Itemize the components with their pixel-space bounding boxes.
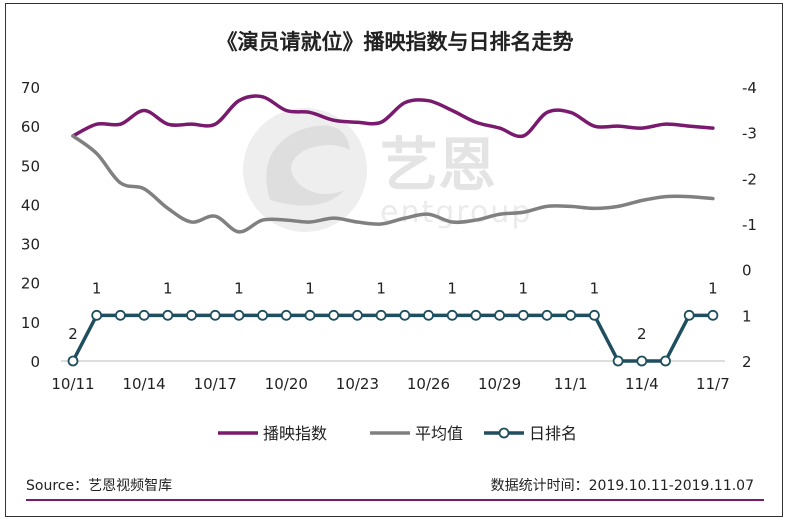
x-tick-label: 10/29: [478, 375, 521, 393]
rank-data-label: 1: [708, 279, 718, 297]
average-line: [71, 134, 715, 234]
rank-data-label: 2: [68, 325, 78, 343]
chart-border: [5, 3, 783, 517]
watermark-swirl: [266, 125, 350, 206]
daily-rank-marker: [565, 309, 577, 321]
daily-rank-marker: [517, 309, 529, 321]
rank-data-label: 1: [590, 279, 600, 297]
daily-rank-marker: [186, 309, 197, 321]
rank-data-label: 1: [305, 279, 315, 297]
daily-rank-marker: [304, 309, 316, 321]
daily-rank-marker: [470, 309, 482, 321]
chart-title: 《演员请就位》播映指数与日排名走势: [216, 30, 574, 54]
x-axis: 10/11 10/14 10/17 10/20 10/23 10/26 10/29 11/1 1…: [51, 360, 730, 393]
x-tick-label: 10/23: [336, 375, 379, 393]
right-tick-label: 2: [742, 353, 752, 371]
daily-rank-marker: [399, 309, 411, 321]
watermark-circle: [243, 108, 367, 232]
x-tick-label: 11/7: [696, 375, 730, 393]
left-tick-label: 10: [21, 314, 40, 332]
legend: 播映指数 平均值 日排名: [218, 424, 577, 443]
legend-label-broadcast-index: 播映指数: [263, 424, 327, 443]
footer-rule: [26, 499, 764, 501]
daily-rank-marker: [375, 309, 387, 321]
footer-period: 数据统计时间：2019.10.11-2019.11.07: [490, 478, 754, 494]
left-tick-label: 30: [21, 236, 40, 254]
daily-rank-marker: [209, 309, 221, 321]
daily-rank-marker: [660, 355, 671, 367]
daily-rank-marker: [162, 309, 174, 321]
rank-labels: 2 1 1 1 1 1 1 1 1 2 1: [68, 279, 717, 343]
daily-rank-marker: [589, 309, 600, 321]
daily-rank-marker: [67, 355, 79, 367]
left-tick-label: 50: [21, 157, 40, 175]
x-tick-label: 10/11: [51, 375, 94, 393]
left-tick-label: 20: [21, 275, 40, 293]
daily-rank-marker: [494, 309, 506, 321]
series-layer: [67, 94, 719, 367]
right-axis: -4 -3 -2 -1 0 1 2: [742, 79, 757, 371]
daily-rank-marker: [257, 309, 269, 321]
daily-rank-marker: [280, 309, 292, 321]
daily-rank-marker: [138, 309, 150, 321]
daily-rank-marker: [91, 309, 103, 321]
legend-label-average: 平均值: [415, 424, 463, 443]
daily-rank-marker: [636, 355, 648, 367]
x-tick-label: 11/4: [625, 375, 659, 393]
left-tick-label: 0: [30, 353, 40, 371]
rank-data-label: 1: [447, 279, 457, 297]
x-tick-label: 10/17: [194, 375, 237, 393]
left-axis: 0 10 20 30 40 50 60 70: [21, 79, 40, 371]
daily-rank-marker: [423, 309, 434, 321]
watermark-text: 艺恩: [380, 131, 496, 199]
rank-data-label: 1: [92, 279, 102, 297]
daily-rank-marker: [707, 309, 719, 321]
right-tick-label: -4: [742, 79, 757, 97]
left-tick-label: 40: [21, 196, 40, 214]
footer-source: Source：艺恩视频智库: [26, 478, 173, 494]
rank-data-label: 1: [163, 279, 173, 297]
right-tick-label: 1: [742, 307, 752, 325]
x-tick-label: 10/20: [265, 375, 308, 393]
right-tick-label: -2: [742, 170, 757, 188]
legend-label-daily-rank: 日排名: [529, 424, 577, 443]
x-tick-label: 10/14: [122, 375, 165, 393]
right-tick-label: -3: [742, 125, 757, 143]
daily-rank-marker: [683, 309, 695, 321]
rank-data-label: 1: [234, 279, 244, 297]
daily-rank-marker: [446, 309, 458, 321]
daily-rank-marker: [612, 355, 624, 367]
rank-data-label: 2: [637, 325, 647, 343]
rank-data-label: 1: [376, 279, 386, 297]
daily-rank-line: [71, 313, 713, 363]
right-tick-label: 0: [742, 262, 752, 280]
right-tick-label: -1: [742, 216, 757, 234]
left-tick-label: 60: [21, 118, 40, 136]
daily-rank-marker: [328, 309, 340, 321]
daily-rank-marker: [233, 309, 245, 321]
left-tick-label: 70: [21, 79, 40, 97]
rank-data-label: 1: [519, 279, 529, 297]
daily-rank-marker: [115, 309, 126, 321]
x-tick-label: 10/26: [407, 375, 450, 393]
daily-rank-marker: [351, 309, 363, 321]
broadcast-index-line: [71, 94, 715, 139]
legend-marker-daily-rank: [498, 427, 510, 439]
daily-rank-marker: [541, 309, 553, 321]
x-tick-label: 11/1: [554, 375, 588, 393]
